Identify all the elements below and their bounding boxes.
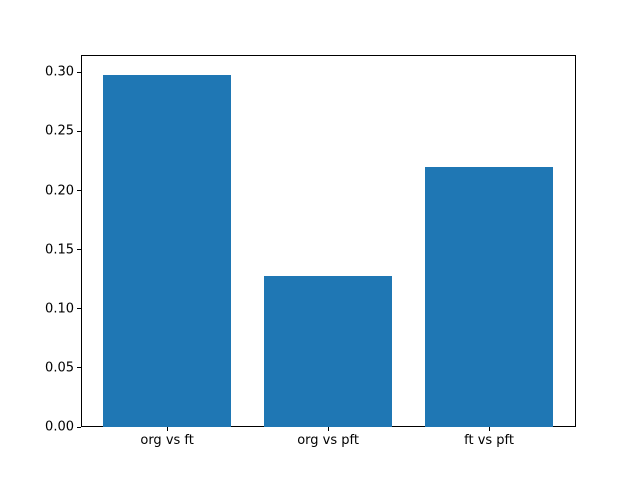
- x-axis-tick-mark: [488, 427, 490, 431]
- y-axis-tick-label: 0.30: [45, 64, 74, 80]
- y-axis-tick-mark: [77, 426, 81, 428]
- y-axis-tick-label: 0.05: [45, 360, 74, 376]
- y-axis-tick-label: 0.00: [45, 419, 74, 435]
- y-axis-tick-mark: [77, 190, 81, 191]
- y-axis-tick-mark: [77, 367, 81, 369]
- y-axis-tick-label: 0.20: [45, 183, 74, 198]
- x-axis-tick-label: org vs pft: [297, 433, 359, 448]
- y-axis-tick-mark: [77, 249, 81, 251]
- bar-org-vs-pft: [263, 275, 393, 427]
- y-axis-tick-mark: [77, 71, 81, 73]
- y-axis-tick-mark: [77, 308, 81, 310]
- bar-ft-vs-pft: [424, 166, 554, 427]
- bar-org-vs-ft: [102, 74, 232, 427]
- y-axis-tick-mark: [77, 130, 81, 132]
- x-axis-tick-label: ft vs pft: [464, 433, 514, 448]
- x-axis-tick-mark: [166, 427, 168, 431]
- x-axis-tick-mark: [327, 427, 329, 431]
- y-axis-tick-label: 0.10: [45, 301, 74, 317]
- y-axis-tick-label: 0.25: [45, 123, 74, 139]
- x-axis-tick-label: org vs ft: [140, 433, 194, 448]
- y-axis-tick-label: 0.15: [45, 242, 74, 258]
